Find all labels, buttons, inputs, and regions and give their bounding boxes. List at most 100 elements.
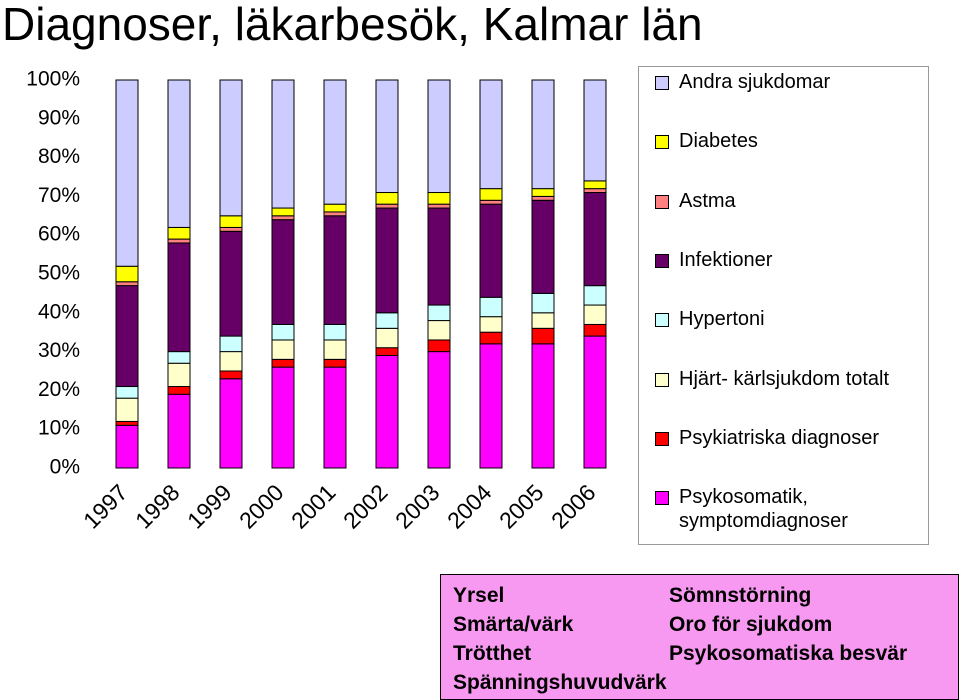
bar-segment bbox=[115, 281, 139, 287]
x-tick-label: 2002 bbox=[338, 479, 393, 534]
x-tick-label: 2005 bbox=[494, 479, 549, 534]
x-tick-label: 2006 bbox=[546, 479, 601, 534]
legend-label: Hypertoni bbox=[679, 308, 765, 331]
bar-segment bbox=[323, 323, 347, 341]
bar-segment bbox=[271, 358, 295, 368]
bar-segment bbox=[375, 347, 399, 356]
bar-segment bbox=[271, 323, 295, 341]
bar-segment bbox=[375, 79, 399, 194]
symptom-column: Sömnstörning Oro för sjukdom Psykosomatisk… bbox=[669, 581, 907, 668]
y-tick-label: 10% bbox=[38, 417, 80, 440]
bar-segment bbox=[427, 304, 451, 322]
bar-segment bbox=[531, 343, 555, 469]
legend-label: Infektioner bbox=[679, 248, 773, 271]
bar-segment bbox=[531, 188, 555, 197]
bar-segment bbox=[427, 192, 451, 205]
legend-item: Psykosomatik, symptomdiagnoser bbox=[655, 485, 924, 533]
bar-segment bbox=[583, 192, 607, 287]
y-tick-label: 60% bbox=[38, 223, 80, 246]
bar-segment bbox=[167, 79, 191, 228]
x-tick-label: 1998 bbox=[130, 479, 185, 534]
bar-segment bbox=[219, 226, 243, 232]
bar-segment bbox=[219, 215, 243, 228]
bar-segment bbox=[115, 420, 139, 426]
bar-segment bbox=[167, 362, 191, 388]
bar-segment bbox=[375, 203, 399, 209]
bar-segment bbox=[375, 207, 399, 314]
symptom-box: Yrsel Smärta/värk Trötthet Spänningshuvudvä… bbox=[440, 574, 959, 700]
bar-segment bbox=[323, 215, 347, 325]
legend-swatch bbox=[655, 194, 669, 209]
y-tick-label: 0% bbox=[50, 456, 80, 479]
legend-label: Psykiatriska diagnoser bbox=[679, 426, 880, 449]
bar-segment bbox=[479, 296, 503, 318]
bar-segment bbox=[427, 351, 451, 469]
bar-segment bbox=[167, 386, 191, 395]
y-tick-label: 70% bbox=[38, 184, 80, 207]
bar-segment bbox=[271, 366, 295, 469]
bar-segment bbox=[219, 351, 243, 372]
y-tick-label: 90% bbox=[38, 106, 80, 129]
y-tick-label: 100% bbox=[26, 68, 80, 91]
bar-segment bbox=[479, 331, 503, 345]
bar-segment bbox=[583, 79, 607, 182]
bar-segment bbox=[323, 339, 347, 360]
legend-swatch bbox=[655, 135, 669, 150]
bar-segment bbox=[479, 316, 503, 333]
bar-segment bbox=[271, 215, 295, 221]
bar-segment bbox=[323, 366, 347, 469]
x-tick-label: 1999 bbox=[182, 479, 237, 534]
bar-segment bbox=[427, 339, 451, 353]
bar-segment bbox=[583, 323, 607, 337]
bar-segment bbox=[219, 378, 243, 469]
legend-item: Hypertoni bbox=[655, 307, 924, 331]
legend-swatch bbox=[655, 253, 669, 268]
bar-segment bbox=[583, 188, 607, 194]
bar-segment bbox=[583, 180, 607, 190]
y-tick-label: 20% bbox=[38, 378, 80, 401]
bar-segment bbox=[583, 285, 607, 306]
legend: Andra sjukdomar Diabetes Astma Infektioner H… bbox=[638, 66, 929, 545]
bar-segment bbox=[323, 79, 347, 205]
bar-segment bbox=[167, 226, 191, 240]
bar-segment bbox=[531, 195, 555, 201]
bar-segment bbox=[167, 238, 191, 244]
y-tick-label: 80% bbox=[38, 145, 80, 168]
bar-segment bbox=[479, 188, 503, 201]
bar-segment bbox=[375, 192, 399, 205]
legend-swatch bbox=[655, 372, 669, 387]
bar-segment bbox=[427, 320, 451, 341]
bar-segment bbox=[271, 339, 295, 360]
bar-segment bbox=[375, 354, 399, 469]
bar-segment bbox=[323, 358, 347, 368]
symptom-text: Spänningshuvudvärk bbox=[453, 671, 667, 694]
bar-segment bbox=[427, 207, 451, 306]
bar-segment bbox=[375, 312, 399, 329]
bar-segment bbox=[219, 335, 243, 353]
bar-segment bbox=[115, 265, 139, 283]
chart-title: Diagnoser, läkarbesök, Kalmar län bbox=[2, 0, 703, 50]
y-tick-label: 50% bbox=[38, 262, 80, 285]
bar-segment bbox=[167, 242, 191, 353]
bar-segment bbox=[531, 79, 555, 190]
bar-segment bbox=[427, 79, 451, 194]
bar-segment bbox=[375, 327, 399, 349]
bar-segment bbox=[531, 327, 555, 345]
legend-item: Diabetes bbox=[655, 129, 924, 153]
bar-segment bbox=[219, 79, 243, 217]
x-tick-label: 2003 bbox=[390, 479, 445, 534]
legend-swatch bbox=[655, 76, 669, 90]
symptom-text: Psykosomatiska besvär bbox=[669, 642, 908, 665]
bar-segment bbox=[479, 343, 503, 469]
x-tick-label: 2000 bbox=[234, 479, 289, 534]
legend-item: Infektioner bbox=[655, 248, 924, 272]
legend-item: Astma bbox=[655, 189, 924, 213]
legend-label: Diabetes bbox=[679, 130, 758, 153]
bar-segment bbox=[115, 79, 139, 267]
bar-segment bbox=[115, 386, 139, 399]
bar-segment bbox=[427, 203, 451, 209]
bar-segment bbox=[219, 230, 243, 337]
legend-label: Astma bbox=[679, 189, 736, 212]
